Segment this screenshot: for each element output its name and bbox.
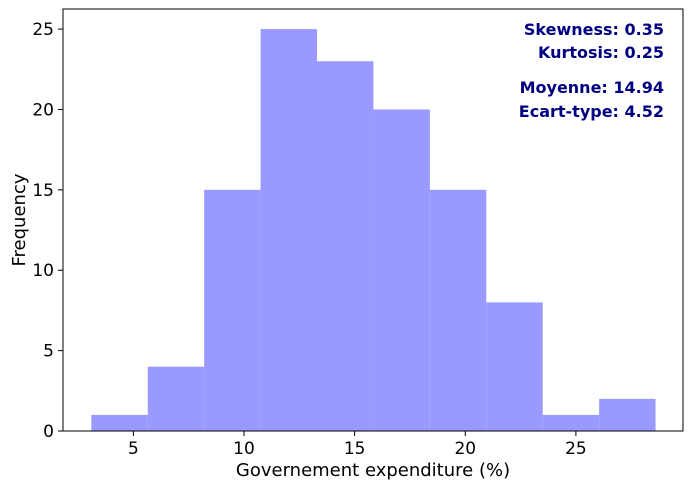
x-tick-label: 20 — [454, 439, 476, 459]
histogram-bar-7 — [429, 189, 487, 431]
y-axis-ticks: 0 5 10 15 20 25 — [32, 20, 63, 442]
x-tick-label: 25 — [565, 439, 587, 459]
histogram-bar-6 — [373, 109, 430, 431]
y-tick-label: 20 — [32, 100, 54, 120]
x-tick-label: 5 — [128, 439, 139, 459]
histogram-bar-3 — [204, 189, 261, 431]
x-axis-label: Governement expenditure (%) — [236, 460, 510, 481]
histogram-bar-10 — [599, 398, 656, 431]
histogram-bar-1 — [91, 414, 148, 431]
mean-label: Moyenne: 14.94 — [520, 78, 664, 97]
y-tick-label: 15 — [32, 181, 54, 201]
y-tick-label: 10 — [32, 261, 54, 281]
histogram-bar-9 — [542, 414, 600, 431]
histogram-bar-8 — [486, 302, 543, 431]
std-dev-label: Ecart-type: 4.52 — [519, 102, 664, 121]
histogram-bar-2 — [147, 366, 205, 431]
y-tick-label: 0 — [43, 422, 54, 442]
statistics-annotations: Skewness: 0.35 Kurtosis: 0.25 Moyenne: 1… — [519, 20, 664, 121]
kurtosis-label: Kurtosis: 0.25 — [538, 43, 664, 62]
histogram-bar-4 — [260, 29, 318, 431]
y-axis-label: Frequency — [9, 173, 30, 266]
x-axis-ticks: 5 10 15 20 25 — [128, 431, 587, 459]
x-tick-label: 15 — [344, 439, 366, 459]
histogram-bars — [91, 29, 656, 431]
skewness-label: Skewness: 0.35 — [524, 20, 664, 39]
y-tick-label: 25 — [32, 20, 54, 40]
histogram-bar-5 — [317, 61, 374, 431]
plot-frame — [62, 8, 684, 432]
x-tick-label: 10 — [233, 439, 255, 459]
y-tick-label: 5 — [43, 342, 54, 362]
